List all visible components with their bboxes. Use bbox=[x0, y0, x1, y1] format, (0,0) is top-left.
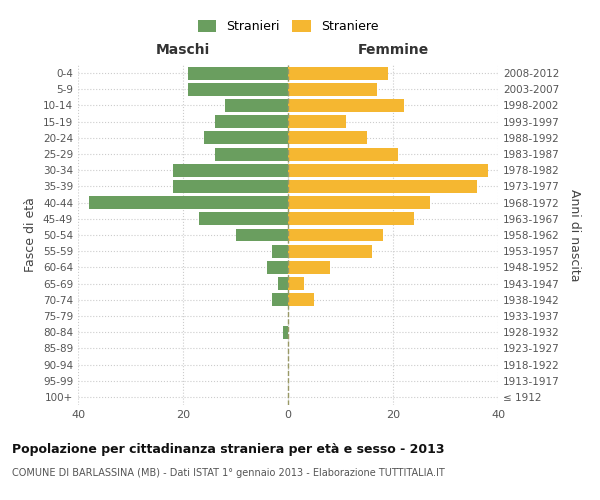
Bar bbox=[288, 212, 414, 226]
Bar bbox=[277, 277, 288, 290]
Bar bbox=[215, 148, 288, 160]
Bar bbox=[235, 228, 288, 241]
Bar bbox=[288, 99, 404, 112]
Bar bbox=[288, 66, 388, 80]
Bar bbox=[288, 277, 304, 290]
Bar bbox=[199, 212, 288, 226]
Text: COMUNE DI BARLASSINA (MB) - Dati ISTAT 1° gennaio 2013 - Elaborazione TUTTITALIA: COMUNE DI BARLASSINA (MB) - Dati ISTAT 1… bbox=[12, 468, 445, 477]
Bar bbox=[204, 132, 288, 144]
Bar bbox=[283, 326, 288, 338]
Bar bbox=[267, 261, 288, 274]
Bar bbox=[288, 228, 383, 241]
Bar bbox=[88, 196, 288, 209]
Bar bbox=[173, 164, 288, 176]
Bar bbox=[188, 83, 288, 96]
Bar bbox=[288, 83, 377, 96]
Bar bbox=[288, 148, 398, 160]
Bar bbox=[288, 180, 477, 193]
Legend: Stranieri, Straniere: Stranieri, Straniere bbox=[197, 20, 379, 33]
Bar bbox=[272, 294, 288, 306]
Bar bbox=[173, 180, 288, 193]
Bar bbox=[288, 132, 367, 144]
Y-axis label: Anni di nascita: Anni di nascita bbox=[568, 188, 581, 281]
Bar bbox=[288, 294, 314, 306]
Y-axis label: Fasce di età: Fasce di età bbox=[25, 198, 37, 272]
Text: Popolazione per cittadinanza straniera per età e sesso - 2013: Popolazione per cittadinanza straniera p… bbox=[12, 442, 445, 456]
Bar bbox=[288, 244, 372, 258]
Bar bbox=[288, 261, 330, 274]
Bar bbox=[272, 244, 288, 258]
Bar bbox=[288, 196, 430, 209]
Bar bbox=[225, 99, 288, 112]
Text: Femmine: Femmine bbox=[358, 43, 428, 57]
Bar bbox=[288, 115, 346, 128]
Bar bbox=[215, 115, 288, 128]
Text: Maschi: Maschi bbox=[156, 43, 210, 57]
Bar bbox=[288, 164, 487, 176]
Bar bbox=[188, 66, 288, 80]
